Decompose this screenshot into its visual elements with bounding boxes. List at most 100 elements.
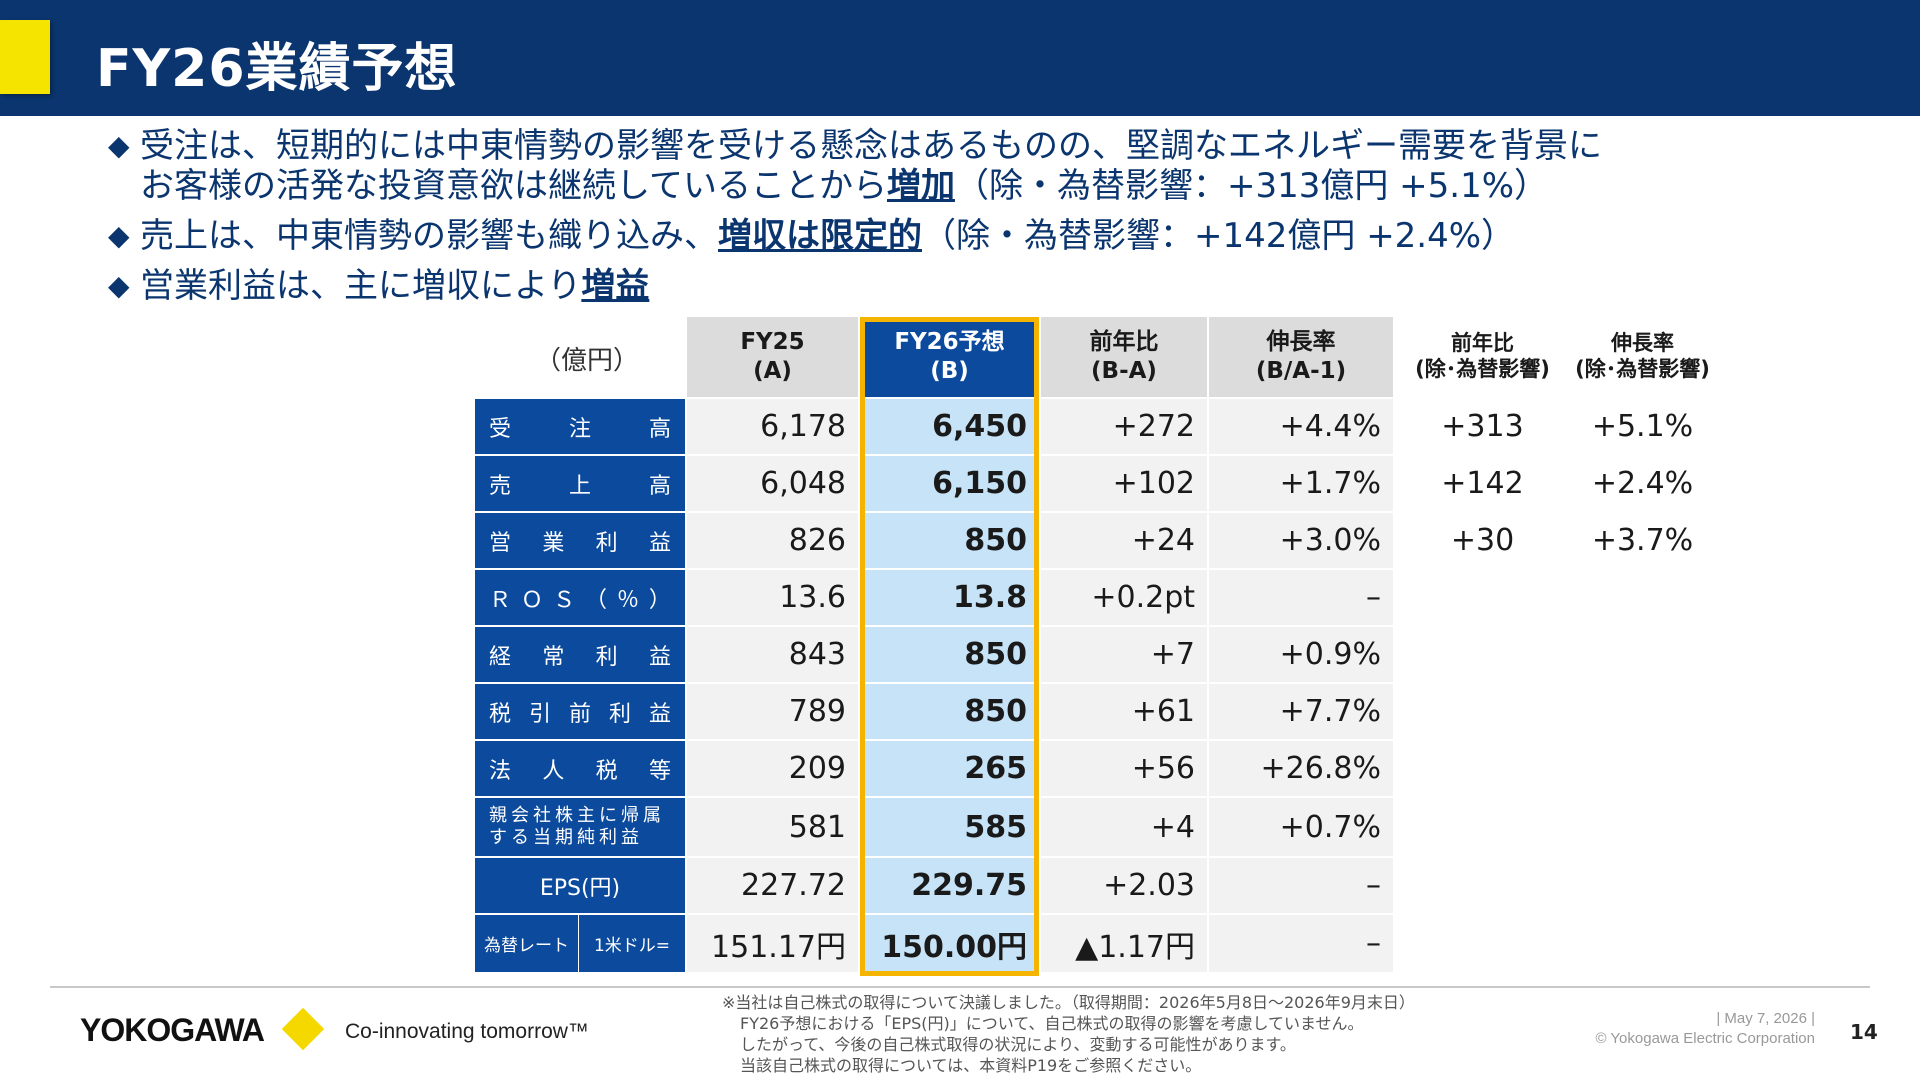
- bullet-text: 売上は、中東情勢の影響も織り込み、: [140, 216, 718, 256]
- company-logo: YOKOGAWA: [80, 1012, 265, 1048]
- table-cell: 843: [687, 627, 858, 682]
- row-label-char: 等: [648, 758, 671, 784]
- column-header-line: (B): [930, 358, 969, 384]
- side-column-header: 前年比 (除･為替影響): [1405, 330, 1560, 382]
- table-cell: +4.4%: [1209, 399, 1393, 454]
- column-header-line: FY26予想: [894, 329, 1005, 355]
- row-label-char: 税: [595, 758, 618, 784]
- row-label-text: 受注高: [489, 411, 671, 443]
- bullet-profit: ◆ 営業利益は、主に増収により増益: [108, 266, 1748, 306]
- table-cell: –: [1209, 570, 1393, 625]
- diamond-bullet-icon: ◆: [108, 269, 130, 302]
- row-label-char: 注: [568, 416, 591, 442]
- bullet-emphasis: 増益: [581, 266, 650, 306]
- row-label-char: 利: [595, 530, 618, 556]
- row-label-char: 上: [568, 473, 591, 499]
- row-label-char: 経: [489, 644, 512, 670]
- column-header-line: 伸長率: [1611, 331, 1674, 355]
- date: | May 7, 2026 |: [1716, 1010, 1815, 1027]
- row-label-text: 法人税等: [489, 753, 671, 785]
- row-label-part: 為替レート: [475, 915, 579, 972]
- row-label-char: 受: [489, 416, 512, 442]
- table-cell: 227.72: [687, 858, 858, 913]
- column-header: 伸長率 (B/A-1): [1209, 317, 1393, 397]
- footnote-line: したがって、今後の自己株式取得の状況により、変動する可能性があります。: [740, 1035, 1296, 1054]
- side-column-header: 伸長率 (除･為替影響): [1565, 330, 1720, 382]
- column-header-line: FY25: [740, 329, 805, 355]
- row-label-char: 税: [489, 701, 512, 727]
- column-header-line: 前年比: [1089, 329, 1159, 355]
- row-label: 法人税等: [475, 741, 685, 796]
- column-header: FY26予想 (B): [860, 317, 1039, 397]
- table-cell: +56: [1041, 741, 1207, 796]
- table-cell: 6,048: [687, 456, 858, 511]
- row-label: EPS(円): [475, 858, 685, 913]
- table-cell: 150.00円: [860, 915, 1039, 972]
- logo-diamond-icon: [281, 1007, 325, 1051]
- row-label-line: する当期純利益: [489, 827, 643, 848]
- row-label-char: 人: [542, 758, 565, 784]
- table-cell: –: [1209, 858, 1393, 913]
- table-cell: +4: [1041, 798, 1207, 856]
- row-label: 売上高: [475, 456, 685, 511]
- table-cell: 6,150: [860, 456, 1039, 511]
- footer-divider: [50, 986, 1870, 988]
- row-label-char: 利: [608, 701, 631, 727]
- side-cell: +3.7%: [1591, 523, 1694, 558]
- bullet-text: 受注は、短期的には中東情勢の影響を受ける懸念はあるものの、堅調なエネルギー需要を…: [140, 126, 1602, 166]
- row-label: 親会社株主に帰属 する当期純利益: [475, 798, 685, 856]
- table-cell: 209: [687, 741, 858, 796]
- row-label-char: 利: [595, 644, 618, 670]
- row-label-char: 益: [648, 530, 671, 556]
- table-cell: +0.2pt: [1041, 570, 1207, 625]
- footnote-line: ※当社は自己株式の取得について決議しました。（取得期間：2026年5月8日～20…: [722, 993, 1415, 1012]
- table-cell: 581: [687, 798, 858, 856]
- column-header: FY25 (A): [687, 317, 858, 397]
- table-cell: 6,178: [687, 399, 858, 454]
- table-cell: +26.8%: [1209, 741, 1393, 796]
- footnote-line: 当該自己株式の取得については、本資料P19をご参照ください。: [740, 1056, 1202, 1075]
- row-label-char: ）: [648, 587, 671, 613]
- table-cell: +61: [1041, 684, 1207, 739]
- table-cell: 6,450: [860, 399, 1039, 454]
- column-header-line: (除･為替影響): [1415, 357, 1550, 381]
- row-label-char: 高: [648, 473, 671, 499]
- side-cell: +142: [1441, 466, 1524, 501]
- diamond-bullet-icon: ◆: [108, 129, 130, 162]
- page-number: 14: [1850, 1020, 1878, 1044]
- footnote: ※当社は自己株式の取得について決議しました。（取得期間：2026年5月8日～20…: [722, 992, 1415, 1076]
- table-cell: +2.03: [1041, 858, 1207, 913]
- row-label-text: 売上高: [489, 468, 671, 500]
- table-cell: 585: [860, 798, 1039, 856]
- bullet-emphasis: 増収は限定的: [718, 216, 922, 256]
- row-label-char: 引: [528, 701, 551, 727]
- table-cell: ▲1.17円: [1041, 915, 1207, 972]
- row-label-char: 売: [489, 473, 512, 499]
- row-label-char: Ｒ: [489, 587, 512, 613]
- table-cell: +0.7%: [1209, 798, 1393, 856]
- row-label: 税引前利益: [475, 684, 685, 739]
- table-cell: –: [1209, 915, 1393, 972]
- title-bar: FY26業績予想: [0, 0, 1920, 116]
- table-cell: +24: [1041, 513, 1207, 568]
- column-header-line: (B/A-1): [1255, 358, 1347, 384]
- column-header-line: (A): [753, 358, 792, 384]
- side-cell: +2.4%: [1591, 466, 1694, 501]
- bullet-emphasis: 増加: [886, 166, 955, 206]
- row-label-char: 法: [489, 758, 512, 784]
- table-cell: +7.7%: [1209, 684, 1393, 739]
- table-cell: 850: [860, 627, 1039, 682]
- row-label-char: 業: [542, 530, 565, 556]
- table-cell: 151.17円: [687, 915, 858, 972]
- row-label-char: （: [584, 587, 607, 613]
- side-cell: +5.1%: [1591, 409, 1694, 444]
- row-label: Ｒ Ｏ Ｓ （ ％ ）: [475, 570, 685, 625]
- table-cell: +102: [1041, 456, 1207, 511]
- tagline: Co-innovating tomorrow™: [345, 1020, 589, 1043]
- bullet-orders: ◆ 受注は、短期的には中東情勢の影響を受ける懸念はあるものの、堅調なエネルギー需…: [108, 126, 1748, 206]
- row-label-char: 営: [489, 530, 512, 556]
- bullet-note: （除・為替影響：+142億円 +2.4%）: [922, 216, 1516, 256]
- row-label-char: Ｓ: [552, 587, 575, 613]
- table-cell: +3.0%: [1209, 513, 1393, 568]
- table-cell: +0.9%: [1209, 627, 1393, 682]
